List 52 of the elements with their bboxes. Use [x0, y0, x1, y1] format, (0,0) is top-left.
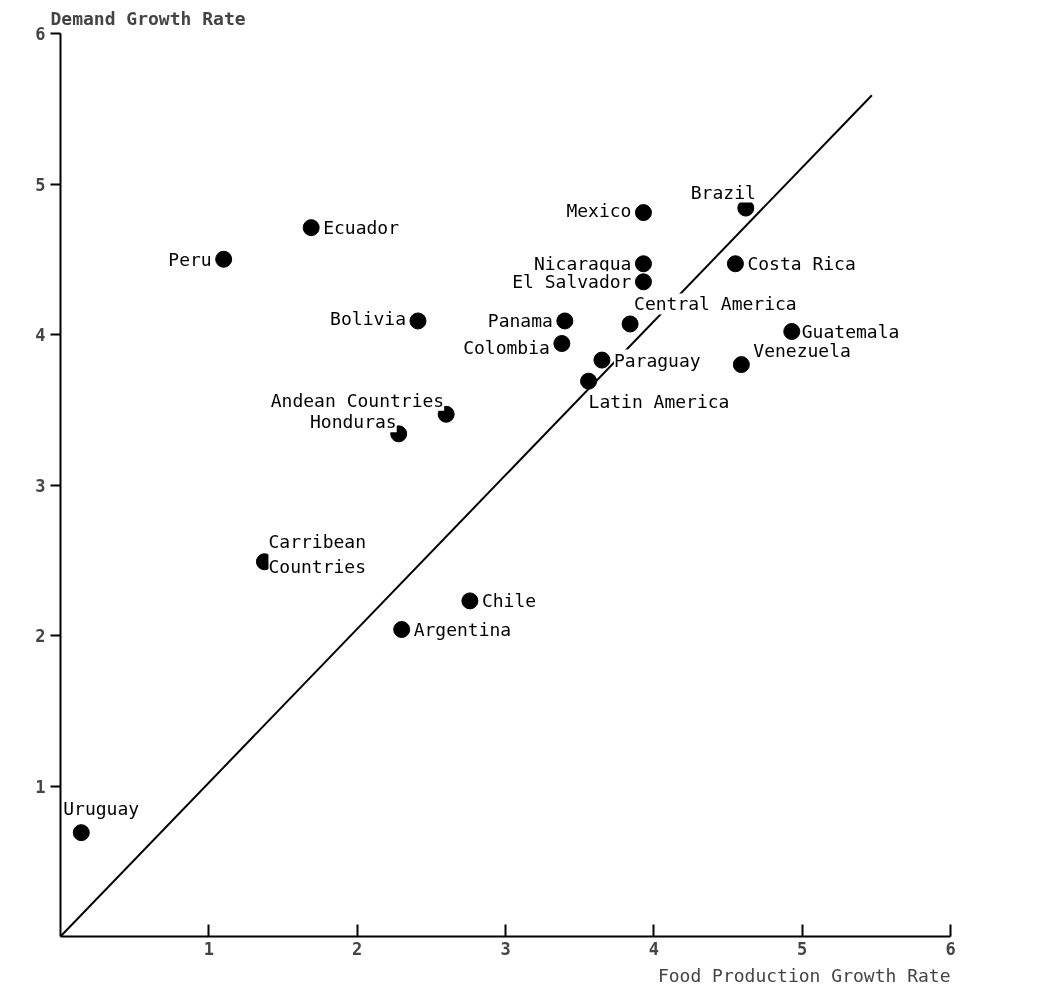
annotation: Central America	[634, 293, 797, 315]
point	[634, 255, 652, 273]
y-tick-label: 4	[35, 325, 46, 345]
point	[621, 315, 639, 333]
annotation: Colombia	[463, 337, 550, 359]
point	[302, 219, 320, 237]
point	[215, 250, 233, 268]
point	[634, 204, 652, 222]
annotation: Latin America	[588, 390, 730, 412]
point	[593, 351, 611, 369]
x-tick-label: 4	[648, 938, 659, 959]
point	[461, 592, 479, 610]
point	[634, 273, 652, 291]
annotation: Chile	[481, 590, 537, 612]
x-tick-label: 1	[203, 938, 214, 959]
y-tick-label: 2	[35, 626, 46, 646]
annotation: Ecuador	[323, 217, 400, 239]
x-tick-label: 2	[352, 938, 363, 959]
annotation: Brazil	[690, 181, 756, 203]
annotation: Andean Countries	[270, 389, 445, 411]
point	[553, 335, 571, 353]
annotation: Mexico	[566, 200, 632, 222]
x-tick-label: 6	[945, 938, 956, 959]
annotation: Argentina	[413, 618, 512, 640]
point	[72, 824, 90, 842]
point	[732, 356, 750, 374]
point	[580, 372, 598, 390]
annotation: Carribean Countries	[268, 530, 367, 577]
y-axis-title: Demand Growth Rate	[50, 7, 246, 29]
point	[393, 621, 411, 638]
point	[437, 405, 455, 423]
y-tick-label: 1	[35, 776, 46, 797]
x-axis-title: Food Production Growth Rate	[657, 964, 951, 986]
y-tick-label: 5	[35, 174, 46, 195]
annotation: Peru	[168, 248, 212, 270]
annotation: Venezuela	[753, 340, 851, 362]
annotation: Costa Rica	[747, 253, 856, 275]
x-tick-label: 3	[500, 938, 511, 959]
annotation: Honduras	[310, 411, 397, 433]
annotation: El Salvador	[512, 271, 632, 293]
x-tick-label: 5	[797, 938, 808, 959]
annotation: Guatemala	[801, 320, 900, 342]
point	[556, 312, 574, 330]
annotation: Bolivia	[330, 308, 406, 330]
point	[726, 255, 744, 273]
annotation: Panama	[487, 310, 553, 332]
point	[783, 323, 801, 340]
annotation: Paraguay	[613, 349, 701, 371]
y-tick-label: 6	[35, 24, 46, 44]
y-tick-label: 3	[35, 475, 46, 496]
point	[409, 312, 427, 330]
annotation: Uruguay	[63, 798, 140, 820]
